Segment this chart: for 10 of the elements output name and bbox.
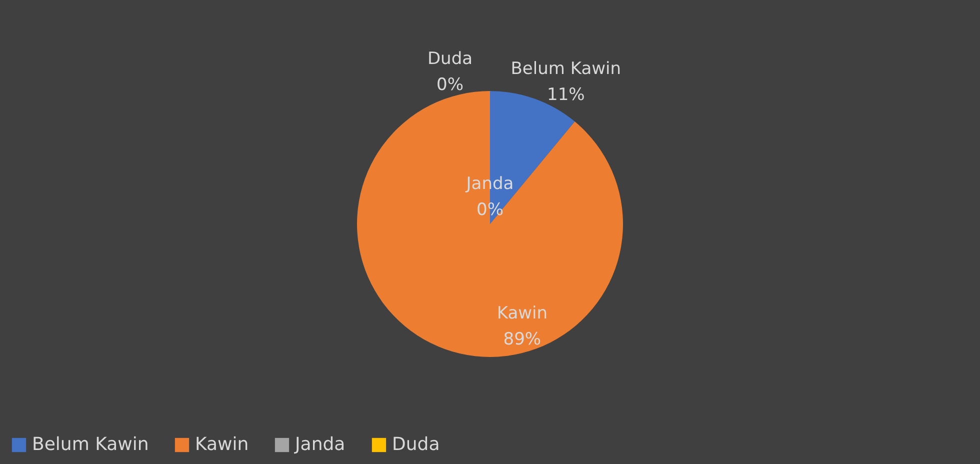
legend-label: Janda [294,434,346,455]
data-label: 11% [546,84,585,105]
slice-label: Belum Kawin [510,58,622,79]
text: 0% [436,75,464,95]
legend-label: Kawin [195,434,249,455]
data-label: 89% [503,329,542,350]
category-label: Duda [427,49,473,69]
legend-label: Belum Kawin [32,434,149,455]
slice-label: Kawin [496,303,548,324]
legend-label: Duda [392,434,440,455]
